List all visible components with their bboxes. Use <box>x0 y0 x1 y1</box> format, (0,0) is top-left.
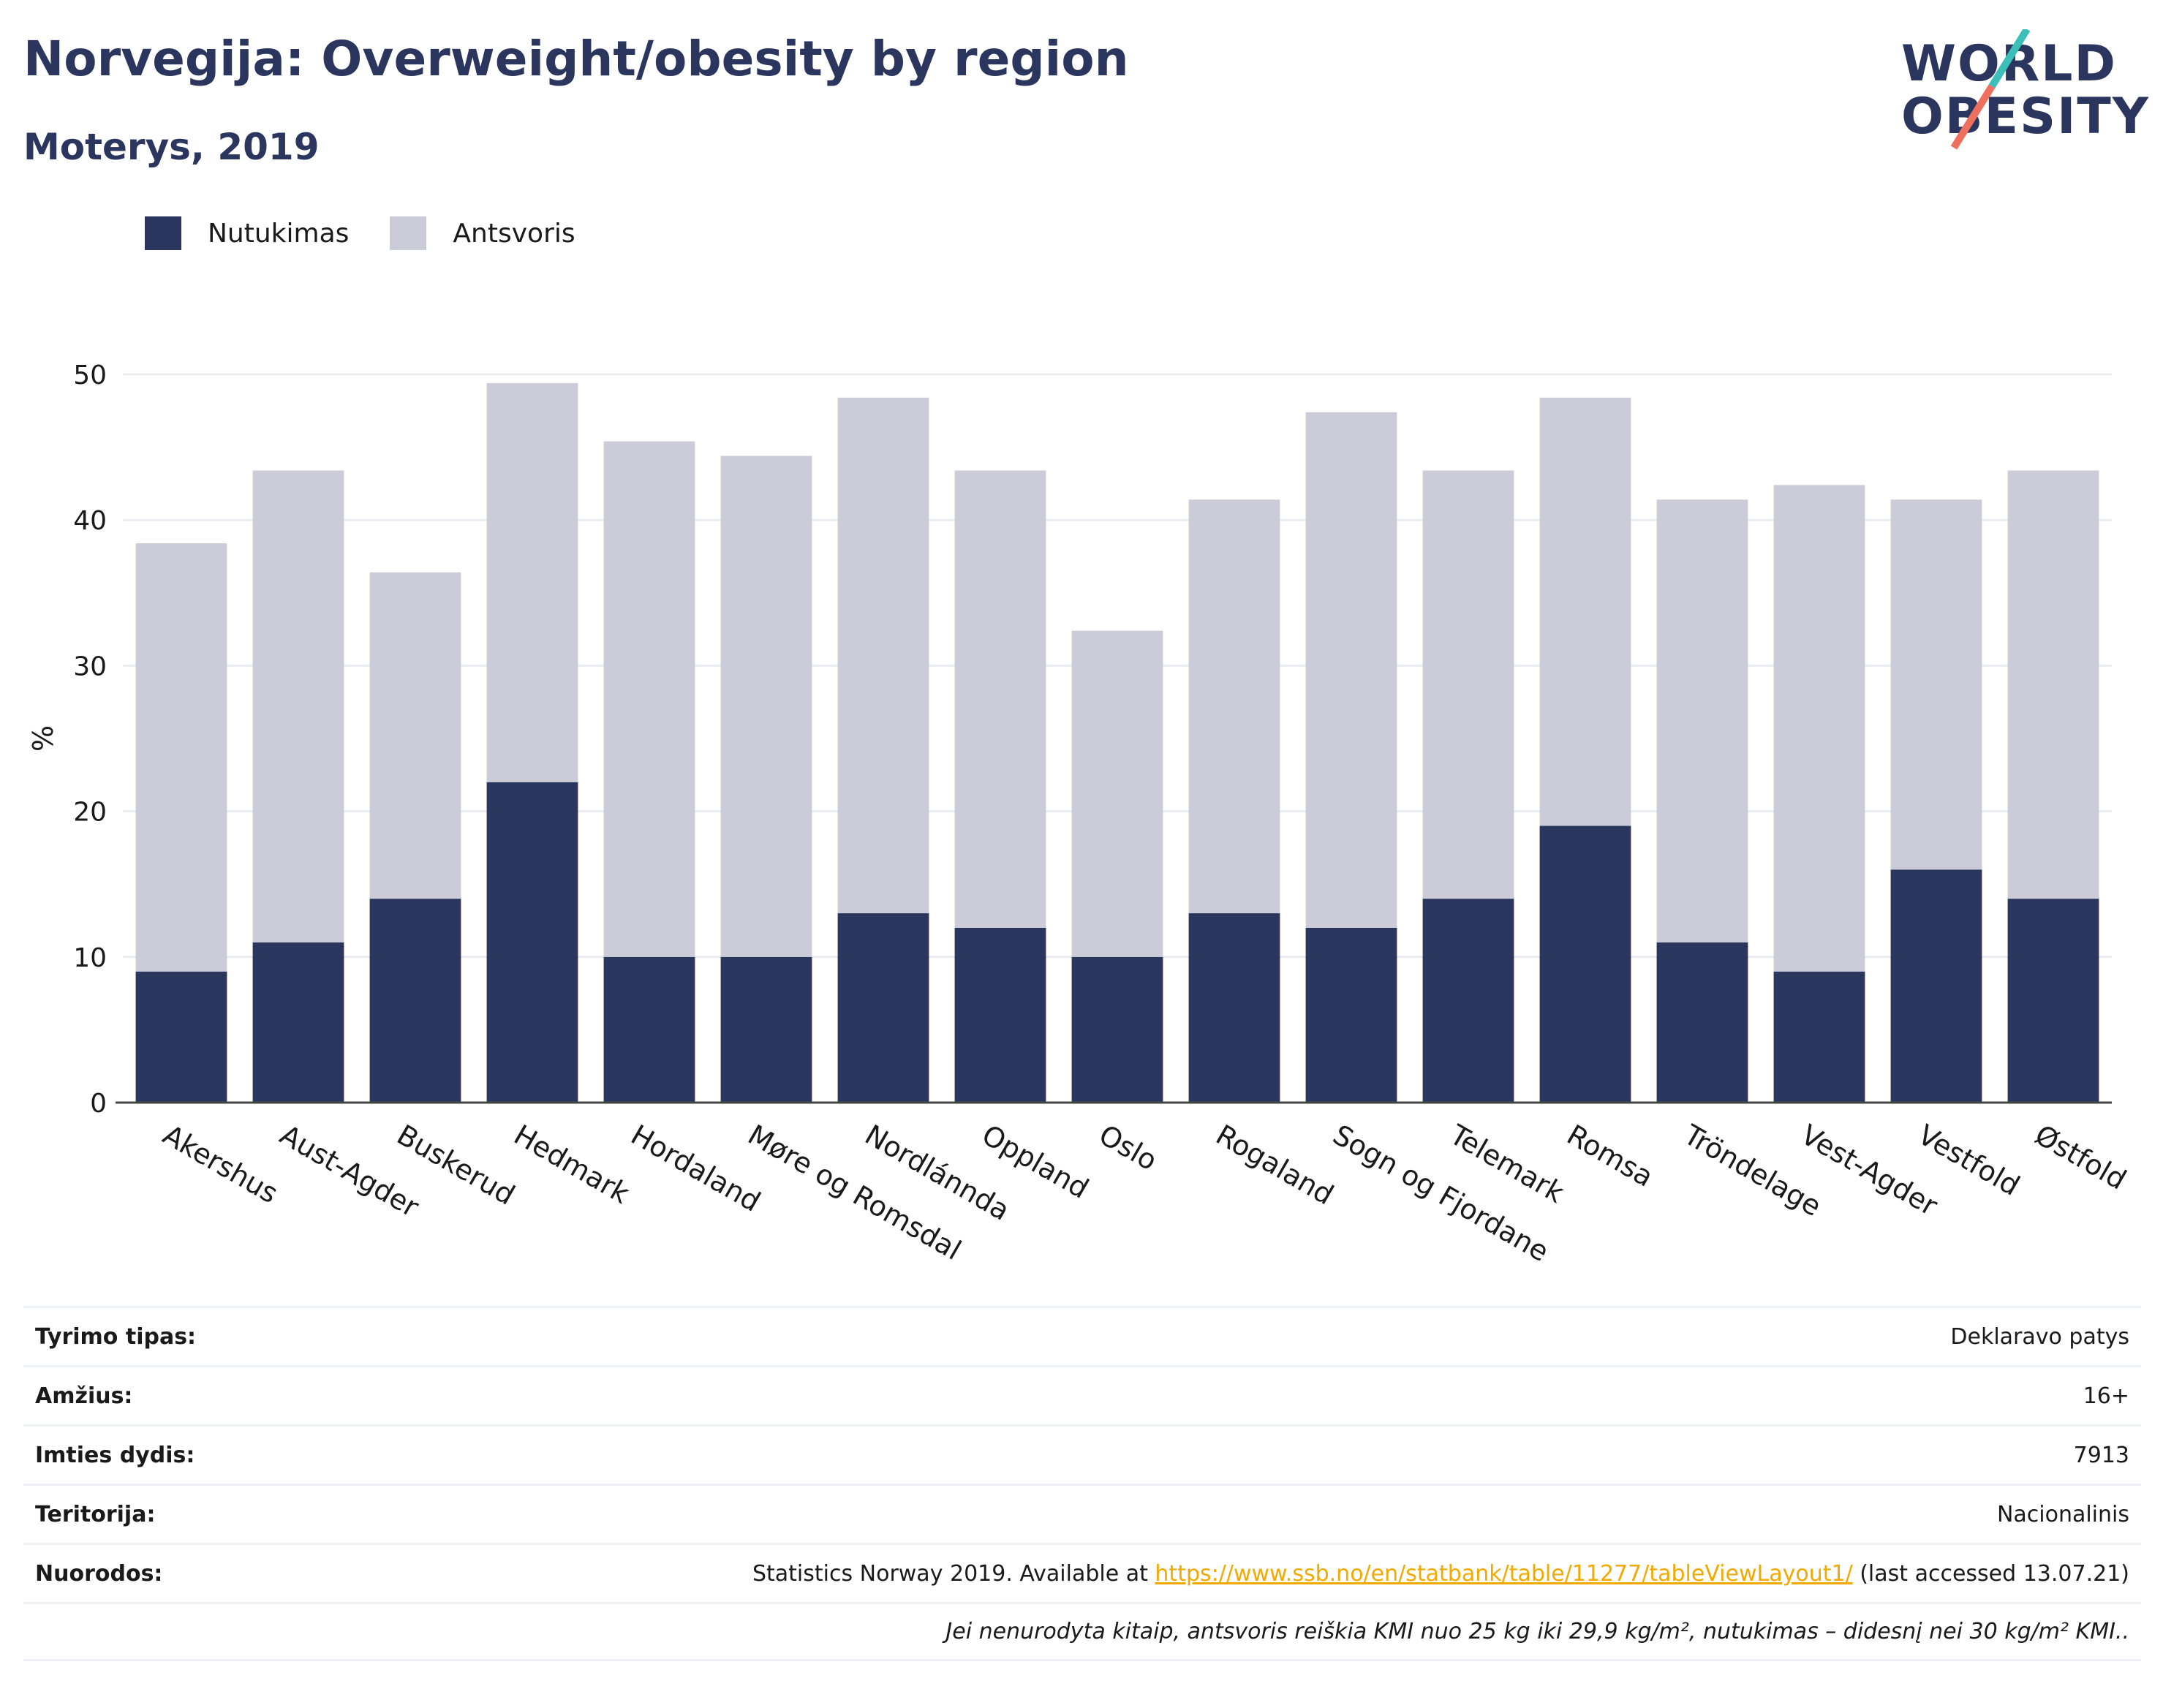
bar-overweight <box>837 397 929 914</box>
legend-label-obesity: Nutukimas <box>208 218 350 249</box>
bar-overweight <box>603 441 695 957</box>
metadata-table: Tyrimo tipas: Deklaravo patys Amžius: 16… <box>23 1306 2141 1661</box>
y-tick-label: 40 <box>73 506 107 536</box>
bar-obesity <box>1773 971 1865 1103</box>
x-tick-label: Oslo <box>1094 1119 1163 1177</box>
meta-row-age: Amžius: 16+ <box>23 1365 2141 1424</box>
x-tick-label: Sogn og Fjordane <box>1328 1119 1555 1268</box>
x-tick-label: Rogaland <box>1211 1119 1340 1212</box>
meta-value: Nacionalinis <box>1996 1501 2129 1527</box>
meta-key: Imties dydis: <box>35 1442 195 1468</box>
meta-row-references: Nuorodos: Statistics Norway 2019. Availa… <box>23 1543 2141 1602</box>
x-tick-label: Østfold <box>2030 1119 2132 1196</box>
world-obesity-logo: WORLD OBESITY <box>1901 29 2150 154</box>
meta-row-note: Jei nenurodyta kitaip, antsvoris reiškia… <box>23 1602 2141 1661</box>
bar-overweight <box>1305 412 1397 928</box>
bar-overweight <box>369 572 461 899</box>
x-tick-label: Hedmark <box>509 1119 635 1210</box>
y-tick-label: 20 <box>73 798 107 828</box>
legend-item-obesity[interactable]: Nutukimas <box>145 216 349 250</box>
bar-overweight <box>1890 499 1982 870</box>
bar-overweight <box>1773 485 1865 972</box>
bar-obesity <box>486 782 578 1103</box>
legend-item-overweight[interactable]: Antsvoris <box>390 216 575 250</box>
meta-value: Deklaravo patys <box>1950 1323 2129 1350</box>
bar-obesity <box>954 927 1046 1103</box>
bar-obesity <box>2007 899 2099 1103</box>
bar-overweight <box>1188 499 1280 914</box>
x-tick-label: Hordaland <box>626 1119 766 1218</box>
legend-swatch-obesity <box>145 216 181 250</box>
bar-obesity <box>1188 913 1280 1103</box>
meta-row-sample-size: Imties dydis: 7913 <box>23 1424 2141 1484</box>
legend-swatch-overweight <box>390 216 427 250</box>
source-suffix: (last accessed 13.07.21) <box>1852 1560 2129 1587</box>
bar-obesity <box>1071 956 1163 1103</box>
meta-note: Jei nenurodyta kitaip, antsvoris reiškia… <box>945 1619 2129 1644</box>
chart-subtitle: Moterys, 2019 <box>23 126 320 168</box>
x-tick-label: Møre og Romsdal <box>743 1119 967 1266</box>
y-tick-label: 10 <box>73 943 107 973</box>
meta-key: Teritorija: <box>35 1501 156 1527</box>
meta-row-territory: Teritorija: Nacionalinis <box>23 1484 2141 1543</box>
bar-obesity <box>135 971 227 1103</box>
bar-overweight <box>1539 397 1631 826</box>
y-tick-label: 30 <box>73 651 107 681</box>
bar-overweight <box>2007 470 2099 899</box>
bar-obesity <box>1539 825 1631 1103</box>
chart-title: Norvegija: Overweight/obesity by region <box>23 31 1129 87</box>
source-link[interactable]: https://www.ssb.no/en/statbank/table/112… <box>1155 1560 1853 1587</box>
meta-key: Tyrimo tipas: <box>35 1323 197 1350</box>
bar-overweight <box>954 470 1046 928</box>
meta-source: Statistics Norway 2019. Available at htt… <box>752 1561 2129 1587</box>
bar-overweight <box>1656 499 1748 942</box>
bar-chart: 01020304050%AkershusAust-AgderBuskerudHe… <box>27 360 2132 1268</box>
source-prefix: Statistics Norway 2019. Available at <box>752 1560 1155 1587</box>
y-tick-label: 0 <box>90 1089 107 1119</box>
legend: Nutukimas Antsvoris <box>145 216 616 250</box>
meta-value: 16+ <box>2083 1383 2129 1409</box>
bar-obesity <box>1656 942 1748 1103</box>
bar-obesity <box>1890 869 1982 1103</box>
bar-overweight <box>486 382 578 782</box>
logo-slash-icon <box>1950 29 2031 150</box>
bar-overweight <box>1071 630 1163 957</box>
x-tick-label: Akershus <box>158 1119 284 1210</box>
bar-overweight <box>135 543 227 972</box>
bar-overweight <box>252 470 344 942</box>
y-tick-label: 50 <box>73 360 107 390</box>
bar-obesity <box>369 899 461 1103</box>
meta-row-survey-type: Tyrimo tipas: Deklaravo patys <box>23 1306 2141 1365</box>
legend-label-overweight: Antsvoris <box>453 218 575 249</box>
bar-obesity <box>1422 899 1514 1103</box>
bar-overweight <box>720 456 812 957</box>
x-tick-label: Romsa <box>1562 1119 1659 1193</box>
logo-line-2: OBESITY <box>1901 88 2150 146</box>
bar-obesity <box>1305 927 1397 1103</box>
bar-obesity <box>252 942 344 1103</box>
bar-obesity <box>720 956 812 1103</box>
bar-overweight <box>1422 470 1514 899</box>
meta-key: Amžius: <box>35 1383 133 1409</box>
y-axis-label: % <box>27 725 59 752</box>
meta-key: Nuorodos: <box>35 1560 163 1587</box>
bar-obesity <box>837 913 929 1103</box>
meta-value: 7913 <box>2073 1442 2129 1468</box>
bar-obesity <box>603 956 695 1103</box>
